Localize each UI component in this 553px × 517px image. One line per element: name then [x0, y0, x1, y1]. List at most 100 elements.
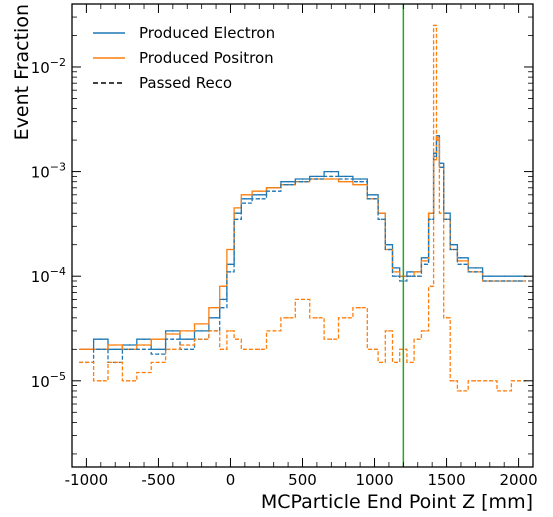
- data-point: [200, 323, 203, 325]
- data-point: [395, 267, 397, 269]
- data-point: [445, 218, 448, 221]
- data-point: [272, 190, 275, 192]
- data-point: [244, 198, 246, 200]
- data-point: [114, 361, 116, 364]
- data-point: [236, 207, 239, 209]
- data-point: [437, 135, 439, 137]
- data-point: [344, 317, 347, 319]
- data-point: [395, 361, 397, 364]
- data-point: [100, 380, 102, 382]
- data-point: [287, 180, 289, 183]
- x-tick-label: 1500: [427, 471, 465, 489]
- data-point: [434, 24, 436, 27]
- data-point: [157, 348, 160, 351]
- data-point: [186, 348, 189, 351]
- data-point: [445, 317, 448, 319]
- data-point: [100, 338, 102, 341]
- data-point: [143, 348, 145, 351]
- data-point: [143, 371, 145, 374]
- data-point: [128, 348, 131, 351]
- data-point: [460, 263, 462, 266]
- data-point: [424, 263, 426, 266]
- data-point: [489, 280, 491, 282]
- data-point: [128, 380, 131, 382]
- data-point: [424, 260, 426, 262]
- data-point: [434, 155, 436, 158]
- data-point: [229, 271, 232, 273]
- data-point: [236, 338, 239, 341]
- data-point: [460, 260, 462, 262]
- data-point: [517, 280, 520, 282]
- x-tick-label: -500: [141, 471, 175, 489]
- data-point: [434, 152, 436, 154]
- data-point: [157, 338, 160, 341]
- data-point: [186, 330, 189, 332]
- data-point: [474, 267, 477, 269]
- data-point: [258, 198, 261, 200]
- x-tick-label: 0: [226, 471, 236, 489]
- data-point: [474, 271, 477, 273]
- data-point: [287, 317, 289, 319]
- x-axis-label: MCParticle End Point Z [mm]: [261, 491, 533, 513]
- series-line-2: [79, 139, 526, 364]
- data-point: [114, 344, 116, 346]
- data-point: [330, 175, 333, 178]
- data-point: [344, 178, 347, 180]
- data-point: [85, 361, 88, 364]
- data-point: [437, 139, 439, 141]
- data-point: [388, 330, 390, 332]
- data-point: [222, 285, 225, 288]
- data-point: [301, 178, 304, 180]
- y-tick-label: 10−4: [31, 265, 66, 286]
- data-point: [215, 317, 217, 319]
- data-point: [172, 338, 174, 341]
- data-point: [434, 158, 436, 161]
- x-tick-label: -1000: [65, 471, 109, 489]
- data-point: [445, 212, 448, 214]
- data-point: [395, 271, 397, 273]
- data-point: [359, 306, 361, 309]
- data-point: [157, 353, 160, 355]
- data-point: [258, 348, 261, 351]
- data-point: [453, 248, 455, 251]
- data-point: [172, 330, 174, 332]
- data-point: [359, 178, 361, 180]
- data-point: [186, 338, 189, 341]
- data-point: [215, 306, 217, 309]
- y-tick-label: 10−2: [31, 56, 66, 77]
- data-point: [287, 183, 289, 186]
- data-point: [236, 212, 239, 214]
- data-point: [453, 243, 455, 246]
- data-point: [409, 275, 412, 278]
- data-point: [85, 348, 88, 351]
- x-axis-ticks: -1000 -500 0 500 1000 1500 2000: [65, 4, 538, 489]
- data-point: [200, 338, 203, 341]
- data-point: [258, 190, 261, 192]
- data-point: [359, 183, 361, 186]
- data-point: [489, 380, 491, 382]
- x-tick-label: 1000: [355, 471, 393, 489]
- data-point: [431, 285, 434, 288]
- data-point: [380, 212, 383, 214]
- data-point: [143, 338, 145, 341]
- legend-label: Produced Positron: [139, 49, 274, 67]
- legend: Produced Electron Produced Positron Passed…: [93, 24, 275, 92]
- data-point: [330, 170, 333, 173]
- data-point: [431, 218, 434, 221]
- y-tick-label: 10−3: [31, 161, 66, 182]
- data-point: [316, 178, 318, 180]
- data-point: [128, 344, 131, 346]
- data-point: [236, 218, 239, 221]
- y-axis-ticks: 10−5 10−4 10−3 10−2: [31, 3, 533, 455]
- data-point: [380, 361, 383, 364]
- data-point: [453, 380, 455, 382]
- data-point: [417, 275, 419, 278]
- data-point: [215, 330, 217, 332]
- data-point: [503, 275, 506, 278]
- data-point: [244, 202, 246, 204]
- data-point: [244, 348, 246, 351]
- data-point: [222, 348, 225, 351]
- data-point: [503, 390, 506, 392]
- data-point: [143, 344, 145, 346]
